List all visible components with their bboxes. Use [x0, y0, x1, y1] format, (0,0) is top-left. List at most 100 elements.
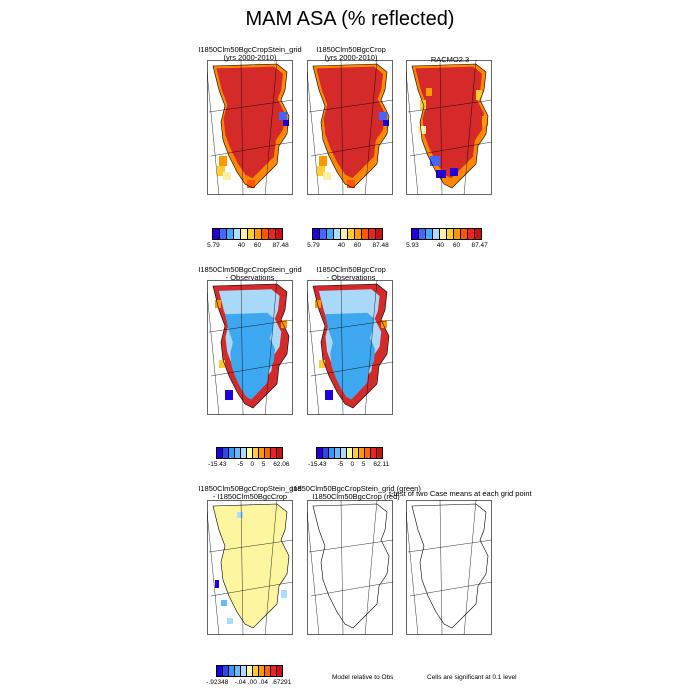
colorbar-4-label: 0	[250, 461, 255, 468]
grid-cell	[283, 120, 289, 126]
coastline	[312, 63, 390, 189]
graticule-line	[409, 141, 492, 157]
colorbar-3	[411, 228, 482, 241]
graticule-line	[310, 361, 393, 377]
interior-fill	[213, 504, 289, 628]
graticule-line	[308, 539, 393, 553]
panel-frame	[307, 280, 393, 415]
graticule-line	[207, 511, 220, 635]
panel-title-6-line2: - I1850Clm50BgcCrop	[212, 492, 288, 501]
panel-frame	[307, 60, 393, 195]
map-panel-racmo-svg	[406, 60, 492, 195]
colorbar-4-label: -5	[237, 461, 244, 468]
panel-title-2: I1850Clm50BgcCrop (yrs 2000-2010)	[281, 46, 421, 62]
panel-title-5: I1850Clm50BgcCrop - Observations	[281, 266, 421, 282]
grid-cell	[247, 180, 255, 188]
graticule-line	[307, 71, 320, 195]
colorbar-3-swatch	[474, 228, 482, 240]
panel-title-5-line2: - Observations	[326, 273, 376, 282]
grid-cell	[418, 126, 426, 134]
colorbar-5	[316, 447, 383, 460]
colorbar-2-swatch	[375, 228, 383, 240]
panel-frame	[406, 60, 492, 195]
colorbar-6-label: .67291	[271, 679, 292, 686]
grid-cell	[281, 590, 287, 598]
grid-cell	[237, 512, 243, 518]
grid-cell	[482, 116, 488, 126]
colorbar-3-label: 40	[436, 242, 445, 249]
graticule-line	[439, 60, 443, 195]
graticule-line	[463, 500, 477, 635]
graticule-line	[210, 361, 293, 377]
grid-cell	[215, 300, 221, 308]
map-panel-stein-minus-obs-svg	[207, 280, 293, 415]
map-panel-bgccrop-minus-obs-svg	[307, 280, 393, 415]
graticule-line	[409, 581, 492, 597]
grid-cell	[476, 90, 482, 100]
graticule-line	[208, 99, 293, 113]
panel-title-7-line1: I1850Clm50BgcCropStein_grid (green)	[291, 484, 421, 493]
panel-frame	[406, 500, 492, 635]
graticule-line	[240, 500, 244, 635]
map-panel-racmo	[406, 60, 492, 195]
panel-title-1-line2: (yrs 2000-2010)	[223, 53, 277, 62]
grid-cell	[420, 100, 426, 110]
graticule-line	[208, 319, 293, 333]
colorbar-4-label: 62.06	[273, 461, 290, 468]
grid-cell	[323, 172, 331, 180]
grid-cell	[317, 166, 325, 176]
coastline	[411, 63, 489, 189]
graticule-line	[406, 71, 419, 195]
graticule-line	[407, 99, 492, 113]
panel-title-1-line1: I1850Clm50BgcCropStein_grid	[198, 45, 302, 54]
interior-fill	[316, 66, 385, 179]
colorbar-5-label: -5	[337, 461, 344, 468]
coastline	[312, 503, 390, 629]
map-panel-bgccrop-minus-obs	[307, 280, 393, 415]
graticule-line	[210, 141, 293, 157]
graticule-line	[308, 319, 393, 333]
panel-title-8-line1: t-test of two Case means at each grid po…	[389, 489, 532, 498]
panel-frame	[307, 500, 393, 635]
colorbar-2-label: 60	[353, 242, 362, 249]
grid-cell	[279, 112, 287, 120]
panel-title-5-line1: I1850Clm50BgcCrop	[316, 265, 386, 274]
map-panel-case-difference	[207, 500, 293, 635]
panel-title-6: I1850Clm50BgcCropStein_grid - I1850Clm50…	[180, 485, 320, 501]
graticule-line	[340, 500, 344, 635]
grid-cell	[281, 320, 287, 328]
colorbar-3-label: 60	[452, 242, 461, 249]
colorbar-6	[216, 665, 283, 678]
map-panel-case-outlines-svg	[307, 500, 393, 635]
colorbar-6-swatch	[276, 665, 283, 677]
colorbar-1-label: 60	[253, 242, 262, 249]
graticule-line	[207, 291, 220, 415]
panel-title-7-line2: I1850Clm50BgcCrop (red)	[312, 492, 400, 501]
graticule-line	[264, 500, 278, 635]
colorbar-1-label: 40	[237, 242, 246, 249]
colorbar-4	[216, 447, 283, 460]
graticule-line	[207, 71, 220, 195]
grid-cell	[319, 156, 327, 166]
panel-title-3: RACMO2.3	[380, 56, 520, 64]
colorbar-4-swatch	[276, 447, 283, 459]
graticule-line	[364, 60, 378, 195]
map-panel-case-outlines	[307, 500, 393, 635]
grid-cell	[383, 120, 389, 126]
map-panel-stein-grid	[207, 60, 293, 195]
model-relative-note: Model relative to Obs	[332, 674, 394, 681]
panel-title-7: I1850Clm50BgcCropStein_grid (green) I185…	[286, 485, 426, 501]
map-panel-case-difference-svg	[207, 500, 293, 635]
colorbar-2	[312, 228, 383, 241]
graticule-line	[308, 99, 393, 113]
colorbar-1-label: 87.48	[272, 242, 289, 249]
panel-title-1: I1850Clm50BgcCropStein_grid (yrs 2000-20…	[180, 46, 320, 62]
grid-cell	[223, 172, 231, 180]
graticule-line	[340, 280, 344, 415]
graticule-line	[264, 60, 278, 195]
graticule-line	[210, 581, 293, 597]
grid-cell	[225, 390, 233, 400]
grid-cell	[221, 600, 227, 606]
panel-title-4-line1: I1850Clm50BgcCropStein_grid	[198, 265, 302, 274]
graticule-line	[463, 60, 477, 195]
